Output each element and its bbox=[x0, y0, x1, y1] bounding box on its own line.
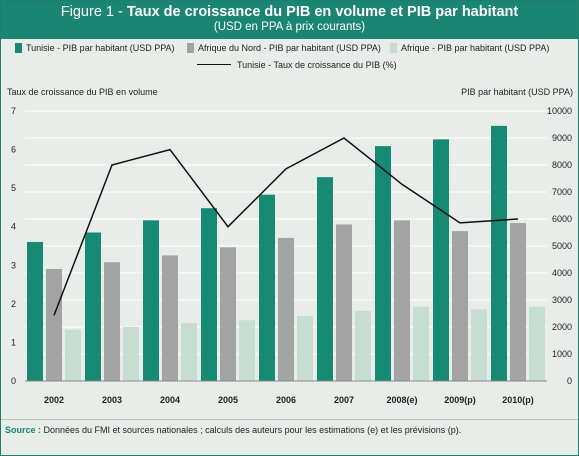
bar-afrique bbox=[297, 316, 313, 381]
legend-label: Afrique du Nord - PIB par habitant (USD … bbox=[198, 43, 381, 53]
right-axis-tick-label: 3000 bbox=[552, 295, 572, 305]
bar-afrique bbox=[123, 327, 139, 381]
left-axis-tick-label: 7 bbox=[11, 106, 16, 116]
x-axis-tick-label: 2002 bbox=[44, 395, 64, 405]
left-axis-tick-label: 0 bbox=[11, 376, 16, 386]
legend-item-tunisie-pib: Tunisie - PIB par habitant (USD PPA) bbox=[15, 42, 175, 54]
right-axis-tick-label: 6000 bbox=[552, 214, 572, 224]
figure-subtitle: (USD en PPA à prix courants) bbox=[213, 21, 366, 33]
bar-afrique bbox=[239, 320, 255, 381]
figure-label: Figure 1 - bbox=[60, 4, 127, 20]
bar-afrique bbox=[413, 306, 429, 381]
bar-afrique-nord bbox=[452, 231, 468, 381]
source-divider bbox=[1, 419, 578, 420]
bar-tunisie bbox=[259, 194, 275, 381]
bar-tunisie bbox=[433, 139, 449, 381]
bar-afrique-nord bbox=[336, 224, 352, 381]
legend-swatch bbox=[15, 43, 22, 53]
x-axis-tick-label: 2006 bbox=[276, 395, 296, 405]
bar-tunisie bbox=[317, 177, 333, 381]
source-text: Données du FMI et sources nationales ; c… bbox=[41, 425, 462, 435]
x-axis-tick-label: 2004 bbox=[160, 395, 180, 405]
right-axis-tick-label: 4000 bbox=[552, 268, 572, 278]
bar-afrique bbox=[529, 306, 545, 381]
right-axis-tick-label: 0 bbox=[567, 376, 572, 386]
growth-rate-line bbox=[53, 137, 519, 316]
right-axis-tick-label: 5000 bbox=[552, 241, 572, 251]
bar-afrique-nord bbox=[220, 247, 236, 381]
right-axis-tick-label: 10000 bbox=[547, 106, 572, 116]
bar-afrique-nord bbox=[46, 268, 62, 381]
legend-line-swatch bbox=[197, 64, 231, 65]
bar-tunisie bbox=[143, 220, 159, 381]
chart-plot: Taux de croissance du PIB en volume PIB p… bbox=[7, 87, 573, 405]
x-axis-tick-label: 2010(p) bbox=[502, 395, 534, 405]
bar-afrique bbox=[181, 322, 197, 381]
bar-tunisie bbox=[27, 241, 43, 381]
bar-afrique-nord bbox=[510, 223, 526, 381]
right-axis-tick-label: 2000 bbox=[552, 322, 572, 332]
legend-item-afrique-pib: Afrique - PIB par habitant (USD PPA) bbox=[390, 42, 549, 54]
x-axis-tick-label: 2005 bbox=[218, 395, 238, 405]
bar-afrique bbox=[355, 310, 371, 381]
legend-label: Tunisie - PIB par habitant (USD PPA) bbox=[26, 43, 175, 53]
right-axis-tick-label: 8000 bbox=[552, 160, 572, 170]
x-axis-tick-label: 2009(p) bbox=[444, 395, 476, 405]
legend-swatch bbox=[390, 43, 397, 53]
right-axis-tick-label: 9000 bbox=[552, 133, 572, 143]
legend-swatch bbox=[187, 43, 194, 53]
source-label: Source : bbox=[5, 425, 42, 435]
left-axis-tick-label: 1 bbox=[11, 337, 16, 347]
legend-item-tunisie-croissance: Tunisie - Taux de croissance du PIB (%) bbox=[197, 59, 397, 71]
figure-title: Figure 1 - Taux de croissance du PIB en … bbox=[1, 1, 578, 20]
bar-afrique bbox=[65, 329, 81, 381]
left-axis-tick-label: 6 bbox=[11, 145, 16, 155]
bar-afrique-nord bbox=[162, 255, 178, 381]
legend-item-afrique-nord-pib: Afrique du Nord - PIB par habitant (USD … bbox=[187, 42, 381, 54]
bar-afrique-nord bbox=[278, 237, 294, 381]
left-axis-tick-label: 4 bbox=[11, 222, 16, 232]
legend-label: Tunisie - Taux de croissance du PIB (%) bbox=[237, 60, 397, 70]
left-axis-title: Taux de croissance du PIB en volume bbox=[7, 87, 158, 97]
bar-tunisie bbox=[85, 232, 101, 381]
title-text: Taux de croissance du PIB en volume et P… bbox=[126, 4, 519, 20]
bar-tunisie bbox=[491, 125, 507, 381]
right-axis-title: PIB par habitant (USD PPA) bbox=[461, 87, 573, 97]
bar-afrique-nord bbox=[394, 220, 410, 381]
source-note: Source : Données du FMI et sources natio… bbox=[5, 425, 461, 435]
x-axis-tick-label: 2008(e) bbox=[386, 395, 417, 405]
bar-afrique-nord bbox=[104, 262, 120, 381]
right-axis-tick-label: 7000 bbox=[552, 187, 572, 197]
left-axis-tick-label: 2 bbox=[11, 299, 16, 309]
figure-header: Figure 1 - Taux de croissance du PIB en … bbox=[1, 1, 578, 39]
left-axis-tick-label: 5 bbox=[11, 183, 16, 193]
legend-label: Afrique - PIB par habitant (USD PPA) bbox=[401, 43, 550, 53]
left-axis-tick-label: 3 bbox=[11, 260, 16, 270]
bar-afrique bbox=[471, 309, 487, 381]
bar-tunisie bbox=[375, 146, 391, 381]
right-axis-tick-label: 1000 bbox=[552, 349, 572, 359]
x-axis-tick-label: 2003 bbox=[102, 395, 122, 405]
x-axis-tick-label: 2007 bbox=[334, 395, 354, 405]
bar-tunisie bbox=[201, 208, 217, 381]
